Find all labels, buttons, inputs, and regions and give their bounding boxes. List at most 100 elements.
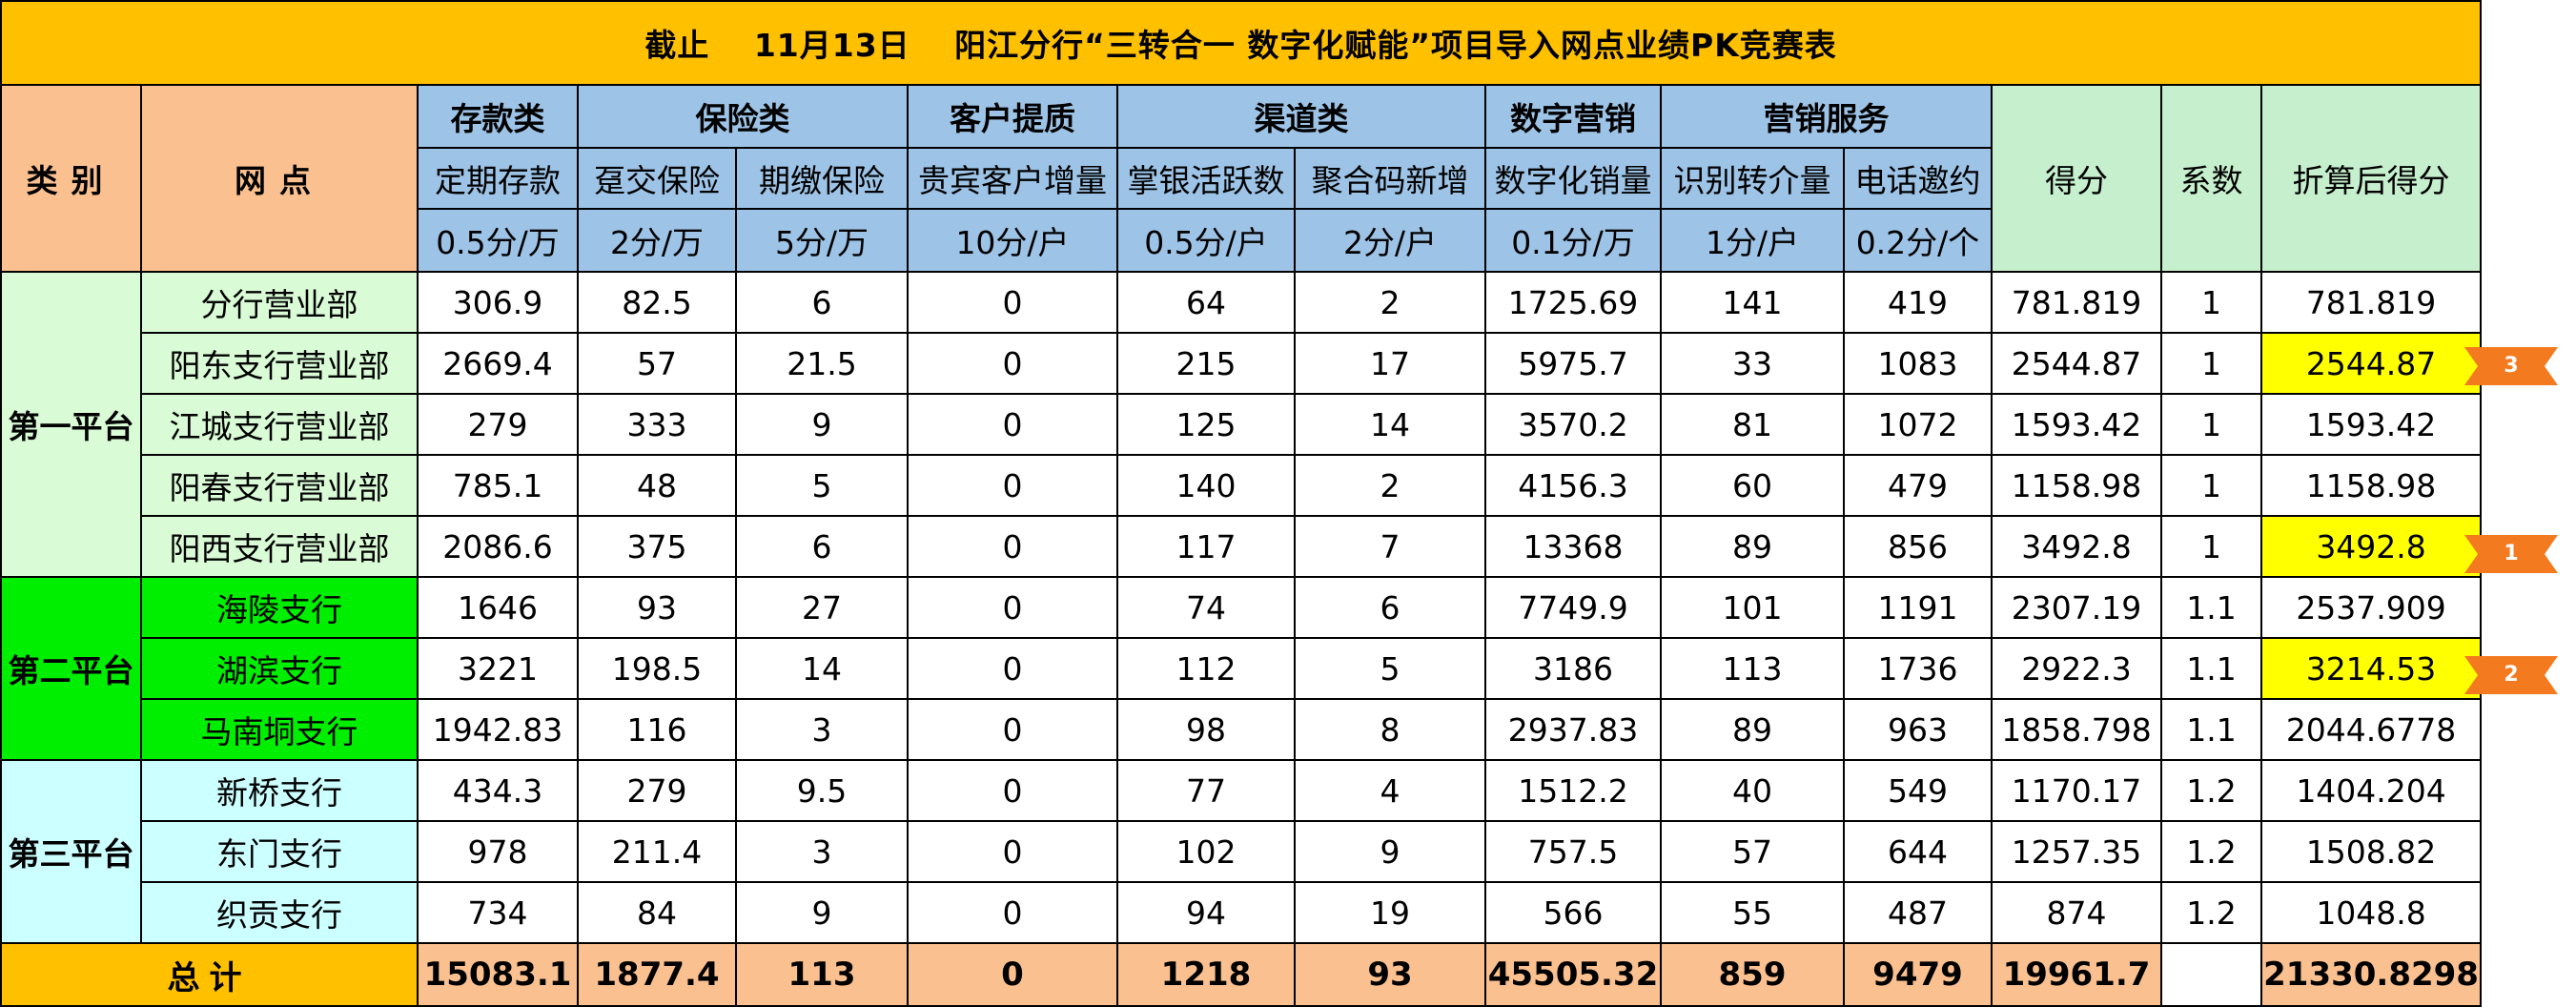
branch-name: 江城支行营业部: [140, 393, 419, 456]
table-cell: 978: [417, 820, 579, 883]
branch-name: 阳东支行营业部: [140, 332, 419, 395]
metric-header: 聚合码新增: [1294, 147, 1486, 210]
table-cell: 3221: [417, 637, 579, 700]
table-cell: 89: [1660, 698, 1845, 761]
table-cell: 0: [907, 454, 1118, 517]
coef-cell: 1: [2160, 271, 2262, 334]
converted-score-cell: 2537.909: [2259, 576, 2483, 639]
table-cell: 0: [907, 881, 1118, 944]
total-score-cell: 19961.7: [1991, 942, 2162, 1007]
table-cell: 479: [1843, 454, 1993, 517]
group-header-digital: 数字营销: [1484, 84, 1662, 149]
coef-cell: 1.2: [2160, 881, 2262, 944]
table-cell: 5975.7: [1484, 332, 1662, 395]
table-cell: 93: [577, 576, 737, 639]
table-cell: 3570.2: [1484, 393, 1662, 456]
table-cell: 64: [1116, 271, 1296, 334]
metric-header: 电话邀约: [1843, 147, 1993, 210]
table-cell: 3: [735, 698, 909, 761]
coef-header: 系数: [2160, 84, 2262, 273]
table-row: 第二平台 海陵支行 1646 93 27 0 74 6 7749.9 101 1…: [0, 576, 2483, 761]
coef-cell: 1.1: [2160, 698, 2262, 761]
metric-header: 期缴保险: [735, 147, 909, 210]
score-cell: 1858.798: [1991, 698, 2162, 761]
coef-cell: 1.1: [2160, 576, 2262, 639]
score-cell: 2922.3: [1991, 637, 2162, 700]
table-cell: 963: [1843, 698, 1993, 761]
table-cell: 125: [1116, 393, 1296, 456]
converted-score-cell: 781.819: [2259, 271, 2483, 334]
converted-score-cell: 3214.53: [2259, 637, 2483, 700]
table-cell: 101: [1660, 576, 1845, 639]
coef-cell: 1: [2160, 332, 2262, 395]
table-cell: 55: [1660, 881, 1845, 944]
table-cell: 74: [1116, 576, 1296, 639]
unit-header: 2分/户: [1294, 208, 1486, 273]
converted-score-cell: 1158.98: [2259, 454, 2483, 517]
branch-name: 东门支行: [140, 820, 419, 883]
table-cell: 1942.83: [417, 698, 579, 761]
table-cell: 60: [1660, 454, 1845, 517]
table-row: 东门支行 978 211.4 3 0 102 9 757.5 57 644 12…: [1, 820, 2483, 883]
table-cell: 0: [907, 820, 1118, 883]
table-row: 湖滨支行 3221 198.5 14 0 112 5 3186 113 1736…: [1, 637, 2483, 700]
table-cell: 211.4: [577, 820, 737, 883]
total-cell: 93: [1294, 942, 1486, 1007]
table-cell: 40: [1660, 759, 1845, 822]
table-cell: 785.1: [417, 454, 579, 517]
table-cell: 14: [1294, 393, 1486, 456]
total-coef-cell: [2160, 942, 2262, 1007]
table-cell: 9: [735, 393, 909, 456]
converted-score-cell: 1048.8: [2259, 881, 2483, 944]
score-cell: 3492.8: [1991, 515, 2162, 578]
total-cell: 15083.1: [417, 942, 579, 1007]
table-cell: 6: [1294, 576, 1486, 639]
table-cell: 13368: [1484, 515, 1662, 578]
table-row: 阳东支行营业部 2669.4 57 21.5 0 215 17 5975.7 3…: [1, 332, 2483, 395]
table-row: 江城支行营业部 279 333 9 0 125 14 3570.2 81 107…: [1, 393, 2483, 456]
table-cell: 89: [1660, 515, 1845, 578]
branch-name: 织贡支行: [140, 881, 419, 944]
table-cell: 84: [577, 881, 737, 944]
metric-header-row: 定期存款 趸交保险 期缴保险 贵宾客户增量 掌银活跃数 聚合码新增 数字化销量 …: [1, 147, 2481, 210]
table-cell: 4156.3: [1484, 454, 1662, 517]
table-cell: 1736: [1843, 637, 1993, 700]
total-cell: 1218: [1116, 942, 1296, 1007]
total-cell: 9479: [1843, 942, 1993, 1007]
converted-score-cell: 1404.204: [2259, 759, 2483, 822]
total-converted-score-cell: 21330.8298: [2259, 942, 2483, 1007]
table-cell: 0: [907, 393, 1118, 456]
table-cell: 98: [1116, 698, 1296, 761]
rank-ribbon-icon: 3: [2464, 347, 2558, 385]
metric-header: 定期存款: [417, 147, 579, 210]
table-cell: 6: [735, 271, 909, 334]
table-cell: 549: [1843, 759, 1993, 822]
group-header-insurance: 保险类: [577, 84, 909, 149]
group-header-channel: 渠道类: [1116, 84, 1486, 149]
converted-score-cell: 2044.6778: [2259, 698, 2483, 761]
table-cell: 113: [1660, 637, 1845, 700]
table-cell: 57: [1660, 820, 1845, 883]
total-cell: 1877.4: [577, 942, 737, 1007]
table-cell: 14: [735, 637, 909, 700]
table-cell: 375: [577, 515, 737, 578]
unit-header: 10分/户: [907, 208, 1118, 273]
coef-cell: 1.1: [2160, 637, 2262, 700]
table-cell: 0: [907, 576, 1118, 639]
table-row: 织贡支行 734 84 9 0 94 19 566 55 487 874 1.2…: [1, 881, 2483, 944]
score-cell: 1257.35: [1991, 820, 2162, 883]
metric-header: 贵宾客户增量: [907, 147, 1118, 210]
converted-score-cell: 3492.8: [2259, 515, 2483, 578]
platform-label: 第二平台: [0, 576, 142, 761]
table-cell: 33: [1660, 332, 1845, 395]
unit-header: 5分/万: [735, 208, 909, 273]
table-cell: 48: [577, 454, 737, 517]
table-cell: 215: [1116, 332, 1296, 395]
metric-header: 掌银活跃数: [1116, 147, 1296, 210]
total-row: 总计 15083.1 1877.4 113 0 1218 93 45505.32…: [0, 942, 2483, 1007]
rank-number: 1: [2504, 542, 2519, 565]
table-cell: 19: [1294, 881, 1486, 944]
converted-score-cell: 1593.42: [2259, 393, 2483, 456]
table-cell: 5: [735, 454, 909, 517]
table-cell: 3186: [1484, 637, 1662, 700]
